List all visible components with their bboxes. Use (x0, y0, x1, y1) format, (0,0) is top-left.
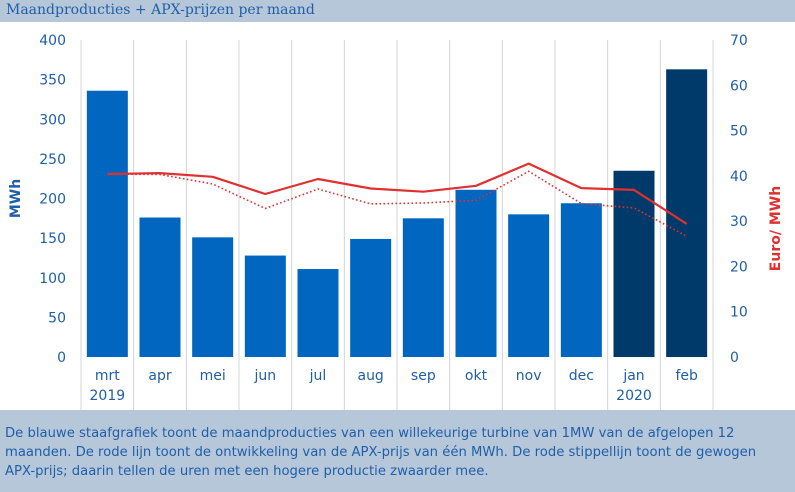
y-left-tick-label: 50 (48, 310, 66, 326)
y-right-tick-label: 70 (730, 33, 748, 49)
y-left-tick-label: 200 (39, 192, 66, 208)
y-left-tick-label: 150 (39, 231, 66, 247)
y-left-tick-label: 300 (39, 112, 66, 128)
x-tick-label: apr (148, 368, 171, 384)
chart-title: Maandproducties + APX-prijzen per maand (6, 2, 315, 18)
y-left-tick-label: 250 (39, 152, 66, 168)
bar (402, 218, 444, 357)
x-tick-label: nov (516, 368, 542, 384)
y-left-axis-title: MWh (8, 179, 24, 218)
x-tick-label: jan (622, 368, 644, 384)
bar (86, 90, 128, 357)
price-line (107, 162, 688, 225)
bar (192, 237, 234, 357)
title-bar: Maandproducties + APX-prijzen per maand (0, 0, 795, 22)
bar (613, 170, 655, 357)
y-left-tick-label: 400 (39, 33, 66, 49)
bar (666, 69, 708, 357)
x-year-label: 2020 (616, 388, 652, 404)
x-tick-label: mei (200, 368, 226, 384)
x-tick-label: okt (465, 368, 488, 384)
y-right-tick-label: 10 (730, 305, 748, 321)
bar (244, 255, 286, 357)
bar (560, 203, 602, 357)
x-tick-label: jun (254, 368, 277, 384)
y-left-tick-label: 100 (39, 271, 66, 287)
bar (350, 238, 392, 357)
weighted-price-line (107, 170, 688, 237)
chart-panel: 0 50 100 150 200 250 300 350 400 0 10 20 30 40 50 60 70 m… (0, 22, 795, 410)
y-right-tick-label: 50 (730, 124, 748, 140)
bar (508, 214, 550, 357)
bar (297, 269, 339, 357)
y-right-tick-label: 20 (730, 259, 748, 275)
bar (455, 189, 497, 357)
y-right-tick-label: 40 (730, 169, 748, 185)
x-year-label: 2019 (90, 388, 126, 404)
x-tick-label: feb (675, 368, 698, 384)
bar (139, 217, 181, 357)
x-tick-label: dec (569, 368, 594, 384)
x-tick-label: mrt (95, 368, 120, 384)
y-right-axis-title: Euro/ MWh (768, 186, 784, 271)
chart-caption: De blauwe staafgrafiek toont de maandpro… (5, 426, 757, 479)
x-tick-label: sep (411, 368, 436, 384)
y-left-tick-label: 0 (57, 350, 66, 366)
x-tick-label: aug (357, 368, 383, 384)
x-tick-label: jul (309, 368, 327, 384)
y-right-tick-label: 60 (730, 78, 748, 94)
y-right-tick-label: 0 (730, 350, 739, 366)
y-left-tick-label: 350 (39, 73, 66, 89)
y-right-tick-label: 30 (730, 214, 748, 230)
chart-svg: 0 50 100 150 200 250 300 350 400 0 10 20 30 40 50 60 70 m… (8, 33, 784, 410)
